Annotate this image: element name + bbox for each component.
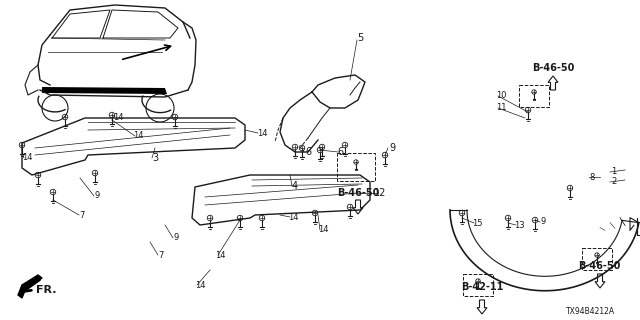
Polygon shape [18, 275, 42, 298]
Text: 14: 14 [288, 212, 298, 221]
Text: 7: 7 [79, 211, 84, 220]
Text: 9: 9 [389, 143, 395, 153]
Text: TX94B4212A: TX94B4212A [566, 307, 616, 316]
Text: 9: 9 [173, 234, 179, 243]
Text: 9: 9 [540, 218, 546, 227]
Bar [337, 153, 375, 181]
Text: B-46-50: B-46-50 [532, 63, 574, 73]
Bar [463, 274, 493, 296]
Text: 3: 3 [152, 153, 158, 163]
Polygon shape [42, 87, 167, 94]
Text: 6: 6 [337, 147, 343, 157]
Text: 5: 5 [357, 33, 363, 43]
Text: B-42-11: B-42-11 [461, 282, 503, 292]
Text: 6: 6 [305, 147, 311, 157]
Text: 14: 14 [257, 129, 268, 138]
Text: 10: 10 [496, 92, 506, 100]
Text: B-46-50: B-46-50 [578, 261, 620, 271]
Text: 14: 14 [132, 132, 143, 140]
Text: 14: 14 [215, 251, 225, 260]
Text: 14: 14 [113, 113, 124, 122]
Bar [519, 85, 549, 107]
Text: 7: 7 [158, 251, 164, 260]
Text: 15: 15 [472, 219, 483, 228]
Bar [582, 248, 612, 270]
Text: 4: 4 [292, 181, 298, 191]
Text: B-46-50: B-46-50 [337, 188, 379, 198]
Text: FR.: FR. [36, 285, 56, 295]
Text: 11: 11 [496, 103, 506, 113]
Text: 8: 8 [589, 172, 595, 181]
Text: 2: 2 [611, 178, 616, 187]
Text: 14: 14 [22, 154, 32, 163]
Text: 14: 14 [195, 281, 205, 290]
Text: 9: 9 [94, 191, 100, 201]
Text: 14: 14 [317, 226, 328, 235]
Text: 12: 12 [374, 188, 386, 198]
Text: 13: 13 [514, 220, 524, 229]
Text: 1: 1 [611, 167, 616, 177]
